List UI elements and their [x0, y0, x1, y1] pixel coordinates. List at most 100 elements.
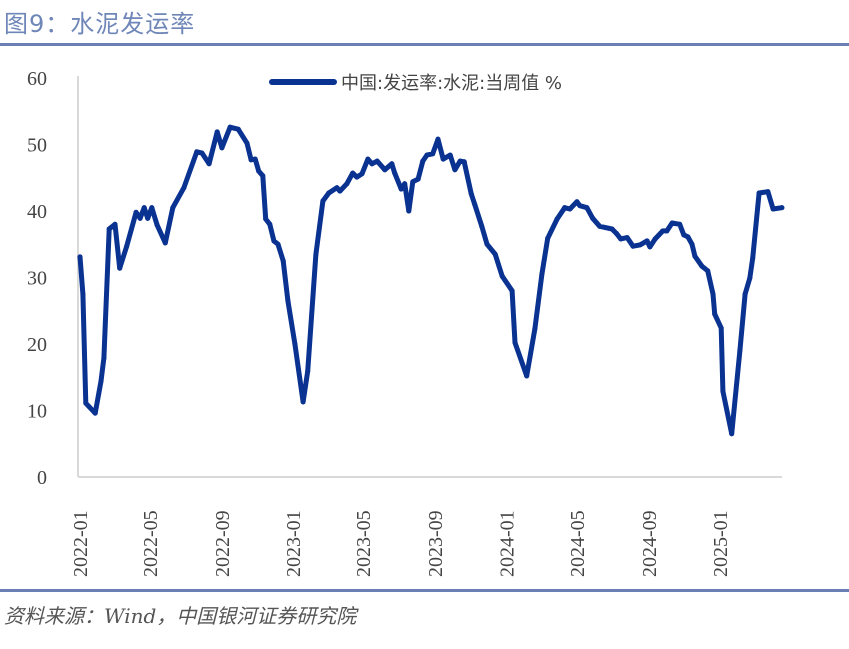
data-point — [267, 221, 273, 227]
data-point — [80, 291, 86, 297]
data-point — [271, 238, 277, 244]
data-point — [637, 242, 643, 248]
data-point — [313, 251, 319, 257]
data-point — [83, 400, 89, 406]
data-point — [630, 243, 636, 249]
x-tick-label: 2023-05 — [353, 510, 375, 577]
data-point — [106, 226, 112, 232]
line-chart: 0 10 20 30 40 50 60 2022-01 2022-05 2022-09 2023-… — [27, 68, 785, 577]
data-point — [584, 205, 590, 211]
data-point — [750, 255, 756, 261]
data-point — [461, 159, 467, 165]
data-point — [457, 158, 463, 164]
data-point — [712, 311, 718, 317]
data-point — [567, 206, 573, 212]
data-point — [154, 222, 160, 228]
data-point — [710, 291, 716, 297]
data-point — [440, 156, 446, 162]
data-point — [235, 126, 241, 132]
data-point — [382, 167, 388, 173]
data-point — [350, 170, 356, 176]
data-point — [334, 185, 340, 191]
data-point — [669, 220, 675, 226]
data-point — [354, 174, 360, 180]
data-point — [392, 170, 398, 176]
data-point — [227, 124, 233, 130]
legend: 中国:发运率:水泥:当周值 % — [269, 73, 562, 94]
y-tick-label: 0 — [37, 467, 47, 489]
data-point — [98, 378, 104, 384]
data-point — [756, 190, 762, 196]
data-point — [590, 215, 596, 221]
source-note: 资料来源：Wind，中国银河证券研究院 — [4, 604, 357, 628]
y-tick-label: 60 — [27, 68, 47, 90]
data-point — [644, 238, 650, 244]
data-point — [77, 254, 83, 260]
data-point — [614, 231, 620, 237]
data-point — [424, 152, 430, 158]
data-point — [149, 205, 155, 211]
data-point — [145, 215, 151, 221]
data-point — [214, 129, 220, 135]
data-point — [685, 234, 691, 240]
figure-title: 图9：水泥发运率 — [4, 10, 196, 38]
legend-label: 中国:发运率:水泥:当周值 % — [341, 73, 562, 94]
data-point — [554, 216, 560, 222]
data-point — [252, 156, 258, 162]
data-point — [285, 298, 291, 304]
data-point — [492, 251, 498, 257]
data-point — [737, 348, 743, 354]
data-point — [681, 232, 687, 238]
data-point — [524, 373, 530, 379]
data-point — [742, 291, 748, 297]
data-point — [720, 388, 726, 394]
x-tick-label: 2024-01 — [496, 510, 518, 577]
data-point — [532, 326, 538, 332]
data-point — [398, 186, 404, 192]
data-point — [92, 410, 98, 416]
data-point — [133, 209, 139, 215]
data-point — [101, 355, 107, 361]
data-point — [219, 145, 225, 151]
data-point — [162, 240, 168, 246]
data-point — [275, 241, 281, 247]
data-point — [729, 431, 735, 437]
data-point — [374, 158, 380, 164]
data-point — [447, 152, 453, 158]
data-point — [677, 221, 683, 227]
data-point — [406, 208, 412, 214]
data-point — [124, 243, 130, 249]
data-point — [574, 199, 580, 205]
data-point — [326, 190, 332, 196]
data-point — [359, 171, 365, 177]
data-point — [562, 205, 568, 211]
x-tick-label: 2024-05 — [567, 510, 589, 577]
data-point — [484, 241, 490, 247]
data-point — [664, 228, 670, 234]
data-point — [539, 271, 545, 277]
data-point — [410, 179, 416, 185]
y-tick-label: 10 — [27, 401, 47, 423]
data-point — [137, 215, 143, 221]
data-point — [420, 158, 426, 164]
data-point — [194, 149, 200, 155]
x-tick-label: 2022-05 — [140, 510, 162, 577]
data-point — [402, 181, 408, 187]
data-point — [292, 341, 298, 347]
data-point — [624, 235, 630, 241]
data-point — [244, 140, 250, 146]
data-point — [305, 368, 311, 374]
y-tick-label: 40 — [27, 201, 47, 223]
data-point — [468, 191, 474, 197]
data-point — [263, 216, 269, 222]
data-point — [577, 203, 583, 209]
data-point — [117, 265, 123, 271]
data-point — [705, 268, 711, 274]
data-point — [369, 161, 375, 167]
data-point — [206, 161, 212, 167]
data-point — [765, 189, 771, 195]
data-point — [452, 167, 458, 173]
data-point — [660, 228, 666, 234]
data-point — [141, 205, 147, 211]
data-point — [479, 223, 485, 229]
